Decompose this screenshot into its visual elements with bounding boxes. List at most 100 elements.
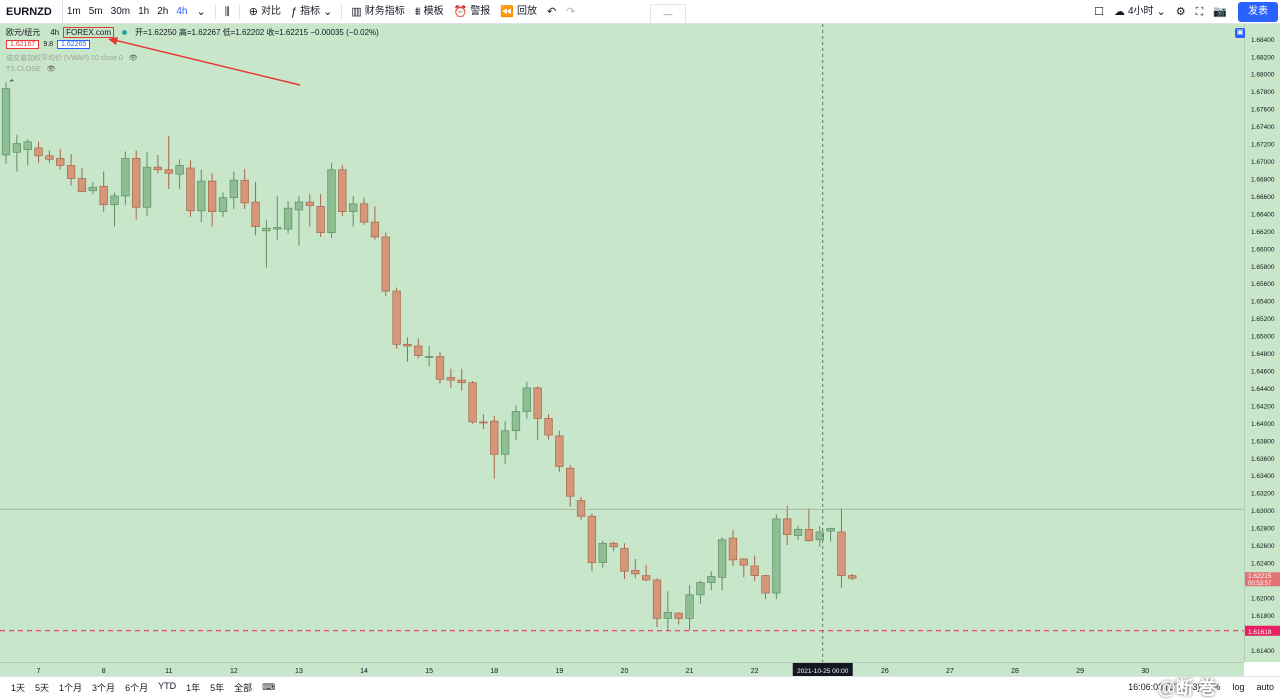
candle-body — [403, 343, 412, 347]
candle-body — [479, 421, 488, 424]
goto-date-icon[interactable]: ⌨ — [262, 681, 276, 692]
chart-type-button[interactable]: ⫼ — [220, 0, 235, 24]
candles-icon: ⫼ — [224, 5, 230, 18]
time-tick-label: 29 — [1076, 668, 1084, 675]
time-axis[interactable]: 78111213141518192021222526272829302021-1… — [0, 662, 1244, 677]
redo-button[interactable]: ↷ — [561, 0, 580, 24]
bottom-bar: 1天 5天 1个月 3个月 6个月 YTD 1年 5年 全部 ⌨ 16:06:03 (UTC+3… — [0, 676, 1280, 697]
candle-body — [468, 382, 477, 423]
rewind-icon: ⏪ — [500, 5, 515, 18]
replay-button[interactable]: ⏪ 回放 — [495, 0, 542, 24]
chart-pane[interactable] — [0, 24, 1244, 662]
layout-button[interactable]: ☐ — [1089, 0, 1109, 24]
candle-body — [652, 579, 662, 619]
template-icon: ⩩ — [414, 5, 421, 18]
price-tick-label: 1.67200 — [1251, 142, 1275, 149]
eye-icon[interactable]: 👁 — [46, 66, 56, 73]
candle — [500, 421, 510, 464]
range-button[interactable]: 1年 — [186, 682, 201, 693]
last-price-tag — [1245, 572, 1280, 587]
candle-body — [208, 180, 217, 212]
crosshair-time-tag — [792, 663, 853, 677]
fullscreen-button[interactable]: ⛶ — [1191, 0, 1209, 24]
compare-label: 对比 — [260, 5, 281, 17]
ask-price[interactable]: 1.62265 — [57, 40, 91, 49]
candle-body — [370, 221, 380, 238]
price-tick-label: 1.64600 — [1251, 368, 1275, 375]
candle-body — [674, 612, 683, 619]
range-button[interactable]: 5年 — [210, 682, 225, 693]
candle — [392, 287, 401, 349]
gear-icon: ⚙ — [1175, 5, 1186, 18]
interval-1m[interactable]: 1m — [66, 5, 81, 17]
indicator-legend-close[interactable]: TS CLOSE 👁 — [6, 65, 55, 73]
percent-toggle[interactable]: % — [1212, 682, 1221, 692]
interval-2h[interactable]: 2h — [157, 5, 169, 17]
log-toggle[interactable]: log — [1232, 682, 1245, 692]
range-button[interactable]: 全部 — [234, 682, 253, 693]
range-button[interactable]: 3个月 — [92, 682, 116, 693]
interval-30m[interactable]: 30m — [110, 5, 131, 17]
price-tick-label: 1.64800 — [1251, 351, 1275, 358]
price-axis-svg: 1.68400 1.68200 1.68000 1.67800 1.67600 1.674… — [1245, 37, 1280, 655]
candle-body — [66, 165, 76, 179]
scale-button[interactable]: ▣ — [1235, 28, 1245, 38]
candle — [587, 513, 597, 572]
alert-button[interactable]: ⏰ 警报 — [449, 0, 496, 24]
candle-body — [696, 582, 705, 596]
cloud-interval-button[interactable]: ☁ 4小时 ⌄ — [1109, 0, 1171, 24]
range-button[interactable]: YTD — [158, 680, 177, 691]
interval-5m[interactable]: 5m — [88, 5, 103, 17]
candle — [1, 82, 11, 164]
undo-button[interactable]: ↶ — [542, 0, 561, 24]
templates-button[interactable]: ⩩ 模板 — [410, 0, 449, 24]
candlestick-chart[interactable] — [0, 24, 1244, 662]
price-tick-label: 1.63800 — [1251, 438, 1275, 445]
close-indicator-label: TS CLOSE — [6, 66, 41, 73]
clock-display[interactable]: 16:06:03 (UTC+3) — [1128, 682, 1201, 692]
indicators-button[interactable]: ƒ 指标 ⌄ — [286, 0, 337, 24]
candle — [620, 543, 629, 580]
collapse-legend-icon[interactable]: ⌃ — [8, 78, 16, 88]
price-axis[interactable]: 1.68400 1.68200 1.68000 1.67800 1.67600 1.674… — [1244, 24, 1280, 662]
candle — [110, 192, 119, 227]
eye-icon[interactable]: 👁 — [128, 55, 138, 62]
publish-button[interactable]: 发表 — [1238, 1, 1278, 22]
candle-body — [142, 166, 152, 208]
panel-toggle-button[interactable]: — — [650, 4, 686, 24]
range-button[interactable]: 1个月 — [59, 682, 83, 693]
snapshot-button[interactable]: 📷 — [1208, 0, 1232, 24]
candle — [707, 571, 716, 591]
range-button[interactable]: 6个月 — [125, 682, 149, 693]
candle — [457, 368, 466, 391]
auto-toggle[interactable]: auto — [1256, 682, 1274, 692]
candle-body — [435, 356, 445, 380]
candle — [338, 165, 347, 217]
candle — [45, 150, 54, 163]
candle-body — [251, 201, 260, 227]
range-button[interactable]: 5天 — [35, 682, 50, 693]
range-button[interactable]: 1天 — [11, 682, 26, 693]
compare-button[interactable]: ⊕ 对比 — [244, 0, 286, 24]
symbol-search[interactable]: EURNZD — [0, 0, 63, 24]
candle-body — [305, 201, 314, 206]
financials-button[interactable]: ▥ 财务指标 — [346, 0, 409, 24]
interval-1h[interactable]: 1h — [138, 5, 150, 17]
chevron-down-icon: ⌄ — [196, 5, 206, 18]
candle-body — [110, 195, 119, 206]
settings-button[interactable]: ⚙ — [1171, 0, 1191, 24]
plus-circle-icon: ⊕ — [248, 5, 258, 18]
candle-body — [761, 575, 770, 594]
legend-symbol-name[interactable]: 欧元/纽元 — [6, 28, 41, 37]
interval-4h[interactable]: 4h — [176, 5, 188, 17]
candle — [359, 197, 369, 225]
candle — [208, 173, 217, 227]
candle — [121, 151, 130, 205]
interval-dropdown[interactable]: ⌄ — [191, 0, 210, 24]
indicator-legend-vwap[interactable]: 成交量加权平均价 (VWAP) 10 close 0 👁 — [6, 53, 138, 63]
candle-body — [739, 558, 748, 566]
vwap-label: 成交量加权平均价 (VWAP) 10 close 0 — [6, 55, 123, 62]
bid-price[interactable]: 1.62167 — [6, 40, 40, 49]
candle — [576, 497, 586, 520]
candle-body — [175, 165, 184, 175]
